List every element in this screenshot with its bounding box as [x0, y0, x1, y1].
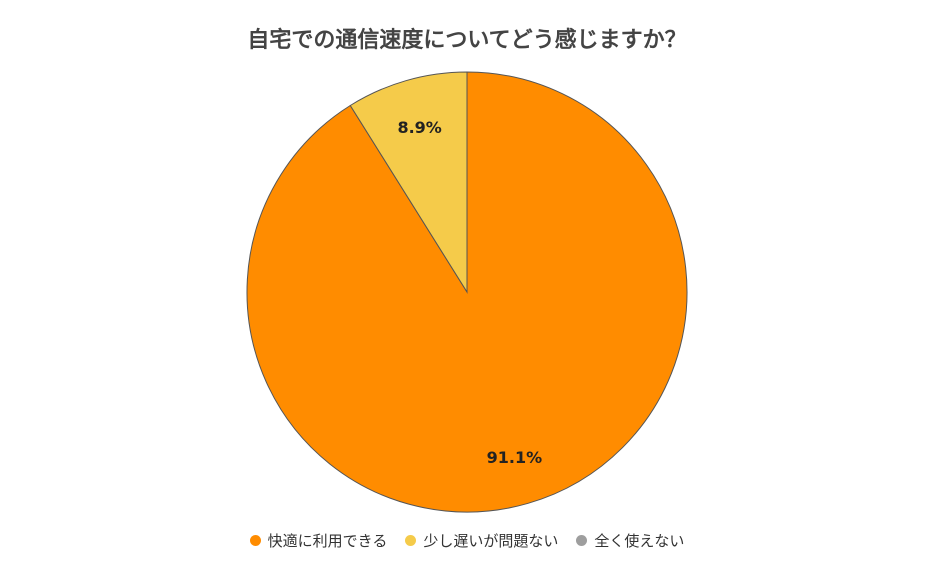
- legend: 快適に利用できる 少し遅いが問題ない 全く使えない: [0, 530, 934, 551]
- legend-label-slightly-slow: 少し遅いが問題ない: [423, 532, 559, 550]
- chart-title: 自宅での通信速度についてどう感じますか？: [247, 28, 687, 53]
- pie-chart: 91.1% 8.9%: [246, 71, 688, 513]
- legend-item-unusable: 全く使えない: [576, 530, 684, 551]
- pie-label-slightly-slow: 8.9%: [397, 118, 441, 137]
- legend-item-comfortable: 快適に利用できる: [249, 530, 388, 551]
- pie-label-comfortable: 91.1%: [487, 448, 543, 467]
- legend-label-unusable: 全く使えない: [594, 532, 685, 550]
- legend-swatch-slightly-slow: [405, 535, 417, 546]
- legend-swatch-comfortable: [249, 535, 261, 546]
- legend-swatch-unusable: [576, 535, 588, 546]
- pie-slice-slightly-slow: [349, 71, 468, 294]
- legend-item-slightly-slow: 少し遅いが問題ない: [405, 530, 558, 551]
- legend-label-comfortable: 快適に利用できる: [267, 532, 388, 550]
